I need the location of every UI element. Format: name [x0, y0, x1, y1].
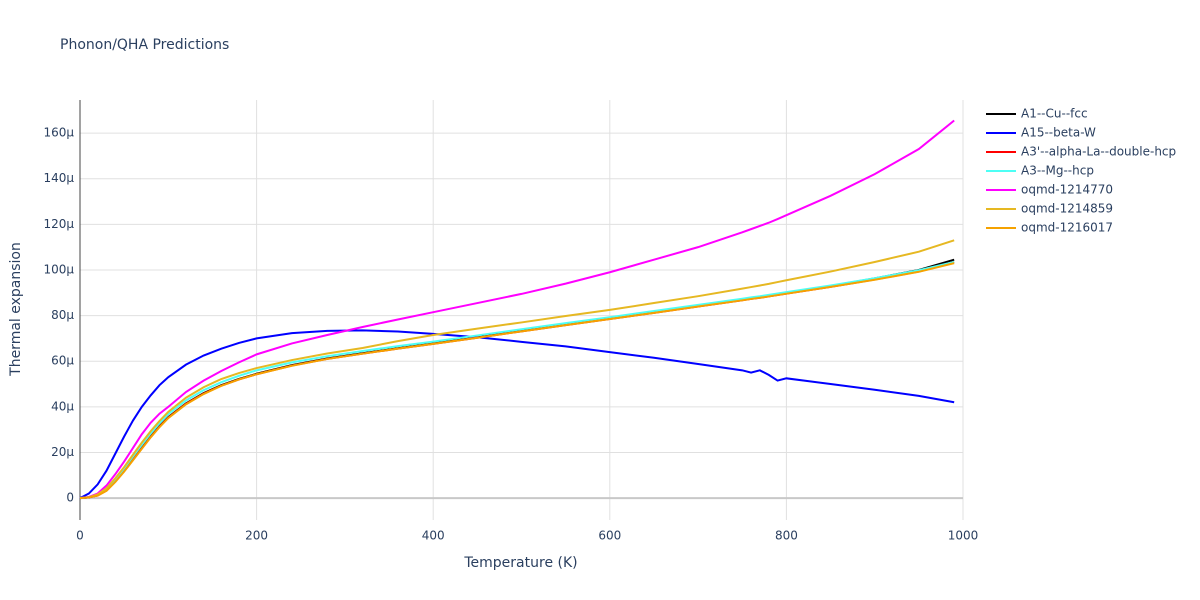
legend-label: A1--Cu--fcc	[1021, 107, 1088, 121]
legend-label: A3--Mg--hcp	[1021, 164, 1094, 178]
legend-label: oqmd-1214770	[1021, 183, 1113, 197]
y-tick-label: 60μ	[51, 354, 74, 368]
x-tick-label: 800	[775, 529, 798, 543]
series-line	[79, 261, 955, 500]
y-tick-label: 160μ	[43, 126, 74, 140]
x-tick-label: 0	[76, 529, 84, 543]
y-axis-title: Thermal expansion	[8, 242, 24, 377]
series-line	[79, 262, 955, 500]
chart-title: Phonon/QHA Predictions	[60, 37, 229, 53]
legend-label: oqmd-1214859	[1021, 202, 1113, 216]
y-tick-label: 140μ	[43, 171, 74, 185]
series-line	[79, 329, 955, 499]
series-line	[79, 119, 955, 500]
y-tick-label: 120μ	[43, 217, 74, 231]
x-axis-title: Temperature (K)	[463, 555, 577, 571]
x-tick-label: 200	[245, 529, 268, 543]
legend-label: A3'--alpha-La--double-hcp	[1021, 145, 1176, 159]
x-tick-label: 400	[422, 529, 445, 543]
legend-label: oqmd-1216017	[1021, 221, 1113, 235]
series-line	[79, 239, 955, 500]
y-tick-label: 20μ	[51, 445, 74, 459]
x-tick-label: 1000	[948, 529, 979, 543]
legend-label: A15--beta-W	[1021, 126, 1096, 140]
series-line	[79, 261, 955, 500]
y-tick-label: 80μ	[51, 308, 74, 322]
y-tick-label: 40μ	[51, 399, 74, 413]
y-tick-label: 0	[66, 491, 74, 505]
x-tick-label: 600	[598, 529, 621, 543]
y-tick-label: 100μ	[43, 262, 74, 276]
